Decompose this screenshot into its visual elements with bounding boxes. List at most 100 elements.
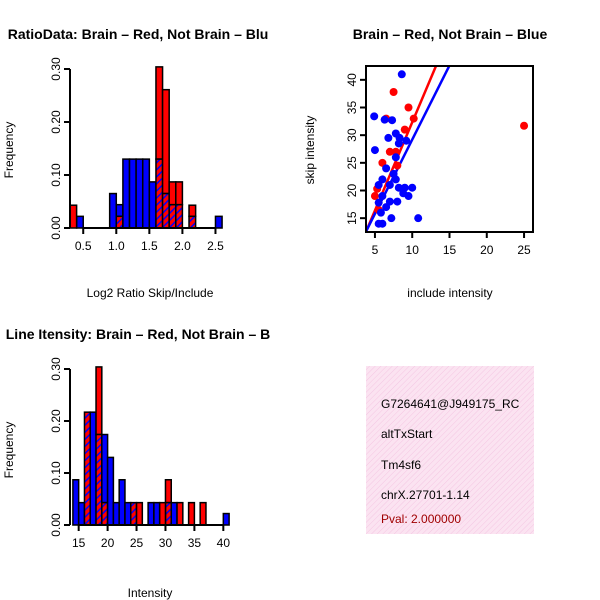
scatter-point-not-brain: [402, 136, 411, 145]
scatter-point-not-brain: [382, 203, 391, 212]
histogram-bar-not-brain: [170, 501, 178, 526]
x-tick-label: 15: [72, 536, 86, 550]
histogram-bar-overlap: [95, 433, 103, 526]
histogram-bar-brain: [175, 181, 184, 206]
histogram-bar-overlap: [168, 203, 177, 229]
y-tick-label: 30: [345, 128, 359, 142]
scatter-point-not-brain: [380, 115, 389, 124]
histogram-bar-not-brain: [141, 158, 151, 229]
histogram-bar-not-brain: [135, 158, 144, 229]
histogram-bar-brain: [135, 501, 144, 526]
histogram-bar-overlap: [101, 501, 109, 526]
scatter-point-not-brain: [394, 139, 403, 148]
y-tick-label: 0.10: [49, 163, 63, 187]
scatter-point-not-brain: [387, 214, 396, 223]
scatter-point-not-brain: [414, 214, 423, 223]
scatter-point-not-brain: [374, 180, 383, 189]
x-tick-label: 0.5: [75, 239, 92, 253]
scatter-point-not-brain: [394, 183, 403, 192]
scatter-point-not-brain: [384, 133, 393, 142]
scatter-point-not-brain: [374, 198, 383, 207]
histogram-bar-brain: [187, 501, 196, 526]
histogram-bar-brain: [164, 479, 172, 504]
scatter-point-not-brain: [370, 112, 379, 121]
histogram-bar-not-brain: [222, 512, 230, 526]
histogram-bar-brain: [176, 501, 184, 526]
x-tick-label: 10: [406, 243, 420, 257]
histogram-bar-not-brain: [115, 203, 124, 218]
scatter-point-not-brain: [388, 116, 397, 125]
histogram-bar-brain: [188, 204, 197, 218]
scatter-point-not-brain: [397, 70, 406, 79]
histogram-bar-overlap: [188, 215, 197, 229]
scatter-point-not-brain: [378, 219, 387, 228]
y-axis-label: skip intensity: [303, 116, 317, 185]
histogram-bar-not-brain: [108, 192, 118, 229]
histogram-bar-brain: [95, 366, 103, 436]
scatter-point-not-brain: [385, 180, 394, 189]
histogram-bar-not-brain: [148, 181, 157, 229]
scatter-point-not-brain: [408, 183, 417, 192]
y-tick-label: 0.30: [49, 57, 63, 81]
histogram-bar-overlap: [83, 411, 92, 526]
histogram-bar-not-brain: [153, 501, 161, 526]
histogram-bar-overlap: [161, 192, 170, 229]
x-axis-label: Log2 Ratio Skip/Include: [87, 286, 214, 300]
intensity-scatter-panel: Brain – Red, Not Brain – Blue include in…: [303, 26, 548, 300]
y-tick-label: 0.10: [49, 461, 63, 485]
y-tick-label: 0.30: [49, 357, 63, 381]
scatter-point-not-brain: [404, 192, 413, 201]
histogram-bar-not-brain: [147, 501, 155, 526]
y-tick-label: 0.20: [49, 409, 63, 433]
scatter-point-not-brain: [370, 146, 379, 155]
x-tick-label: 2.5: [207, 239, 224, 253]
scatter-point-brain: [370, 192, 379, 201]
histogram-bar-not-brain: [128, 158, 137, 229]
scatter-point-not-brain: [393, 197, 402, 206]
x-tick-label: 1.0: [108, 239, 125, 253]
p-value: Pval: 2.000000: [381, 512, 461, 526]
scatter-point-brain: [409, 114, 418, 123]
ratio-histogram-panel: RatioData: Brain – Red, Not Brain – Blu …: [2, 26, 268, 300]
scatter-point-not-brain: [382, 164, 391, 173]
chart-title: Line Itensity: Brain – Red, Not Brain – …: [6, 326, 271, 342]
x-tick-label: 35: [188, 536, 202, 550]
x-tick-label: 30: [159, 536, 173, 550]
x-tick-label: 15: [443, 243, 457, 257]
histogram-bar-brain: [199, 501, 207, 526]
event-type: altTxStart: [381, 427, 433, 441]
y-tick-label: 15: [345, 211, 359, 225]
y-tick-label: 25: [345, 156, 359, 170]
scatter-point-brain: [520, 121, 529, 130]
x-tick-label: 2.0: [174, 239, 191, 253]
histogram-bar-overlap: [175, 203, 184, 229]
y-tick-label: 35: [345, 101, 359, 115]
x-tick-label: 5: [372, 243, 379, 257]
scatter-point-not-brain: [391, 175, 400, 184]
histogram-bar-not-brain: [77, 501, 86, 526]
histogram-bar-overlap: [115, 215, 124, 229]
histogram-bar-not-brain: [118, 479, 126, 526]
y-tick-label: 20: [345, 184, 359, 198]
chart-title: Brain – Red, Not Brain – Blue: [353, 26, 548, 42]
x-tick-label: 25: [130, 536, 144, 550]
y-tick-label: 0.00: [49, 513, 63, 537]
x-tick-label: 20: [480, 243, 494, 257]
y-tick-label: 40: [345, 73, 359, 87]
scatter-point-brain: [404, 103, 413, 112]
histogram-bar-not-brain: [124, 501, 132, 526]
y-axis-label: Frequency: [2, 122, 16, 179]
genomic-location: chrX.27701-1.14: [381, 488, 470, 502]
histogram-bar-overlap: [155, 158, 164, 229]
chart-title: RatioData: Brain – Red, Not Brain – Blu: [8, 26, 269, 42]
histogram-bar-not-brain: [89, 411, 97, 526]
histogram-bar-not-brain: [72, 479, 80, 526]
scatter-point-brain: [391, 147, 400, 156]
histogram-bar-overlap: [164, 501, 172, 526]
histogram-bar-not-brain: [112, 501, 120, 526]
event-info-box: G7264641@J949175_RC altTxStart Tm4sf6 ch…: [366, 366, 534, 534]
info-background: [366, 366, 534, 534]
x-tick-label: 25: [517, 243, 531, 257]
histogram-bar-brain: [161, 88, 170, 195]
